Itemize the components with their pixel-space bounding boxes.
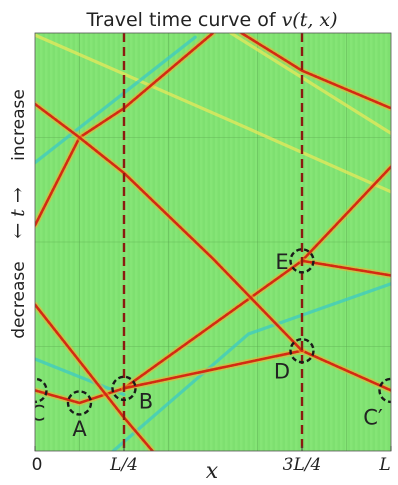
faint-trace — [35, 35, 197, 165]
faint-trace — [229, 33, 391, 135]
faint-trace — [111, 282, 391, 451]
marker-label: A — [72, 417, 87, 441]
marker-label: C′ — [363, 405, 383, 429]
markers: C A B D E C′ — [31, 248, 391, 441]
faint-trace — [35, 33, 391, 194]
marker-circle — [289, 337, 315, 364]
chart-title-math: v(t, x) — [282, 9, 338, 31]
plot-frame — [34, 32, 392, 452]
marker-label: C — [31, 401, 46, 425]
x-tick-label: L — [378, 455, 390, 475]
marker-circle — [111, 375, 137, 401]
plot-area: C A B D E C′ — [31, 33, 391, 451]
chart-title: Travel time curve of v(t, x) — [85, 9, 337, 31]
marker-circle — [378, 377, 391, 404]
y-label-time: ← t → — [7, 187, 29, 239]
trace-line — [240, 33, 391, 110]
y-label-decrease: decrease — [9, 261, 29, 338]
trace-line — [300, 259, 391, 277]
marker-circle — [289, 248, 315, 274]
faint-trace — [35, 357, 126, 397]
x-ticks: 0 L/4 3L/4 L — [32, 446, 392, 475]
chart-title-text: Travel time curve of — [85, 9, 281, 31]
x-tick-label: L/4 — [109, 455, 138, 475]
marker-label: E — [275, 250, 288, 274]
x-tick-label: 3L/4 — [283, 455, 322, 475]
marker-circle — [35, 377, 48, 404]
marker-circle — [66, 390, 93, 416]
marker-label: D — [274, 360, 290, 384]
y-label-increase: increase — [9, 89, 29, 161]
x-tick-label: 0 — [32, 455, 43, 475]
x-axis-label: x — [206, 459, 219, 484]
gridlines — [35, 33, 391, 451]
marker-label: B — [139, 389, 153, 413]
trace-line — [35, 33, 215, 227]
faint-traces — [35, 33, 391, 451]
y-axis-label-group: increase ← t → decrease — [7, 89, 29, 339]
